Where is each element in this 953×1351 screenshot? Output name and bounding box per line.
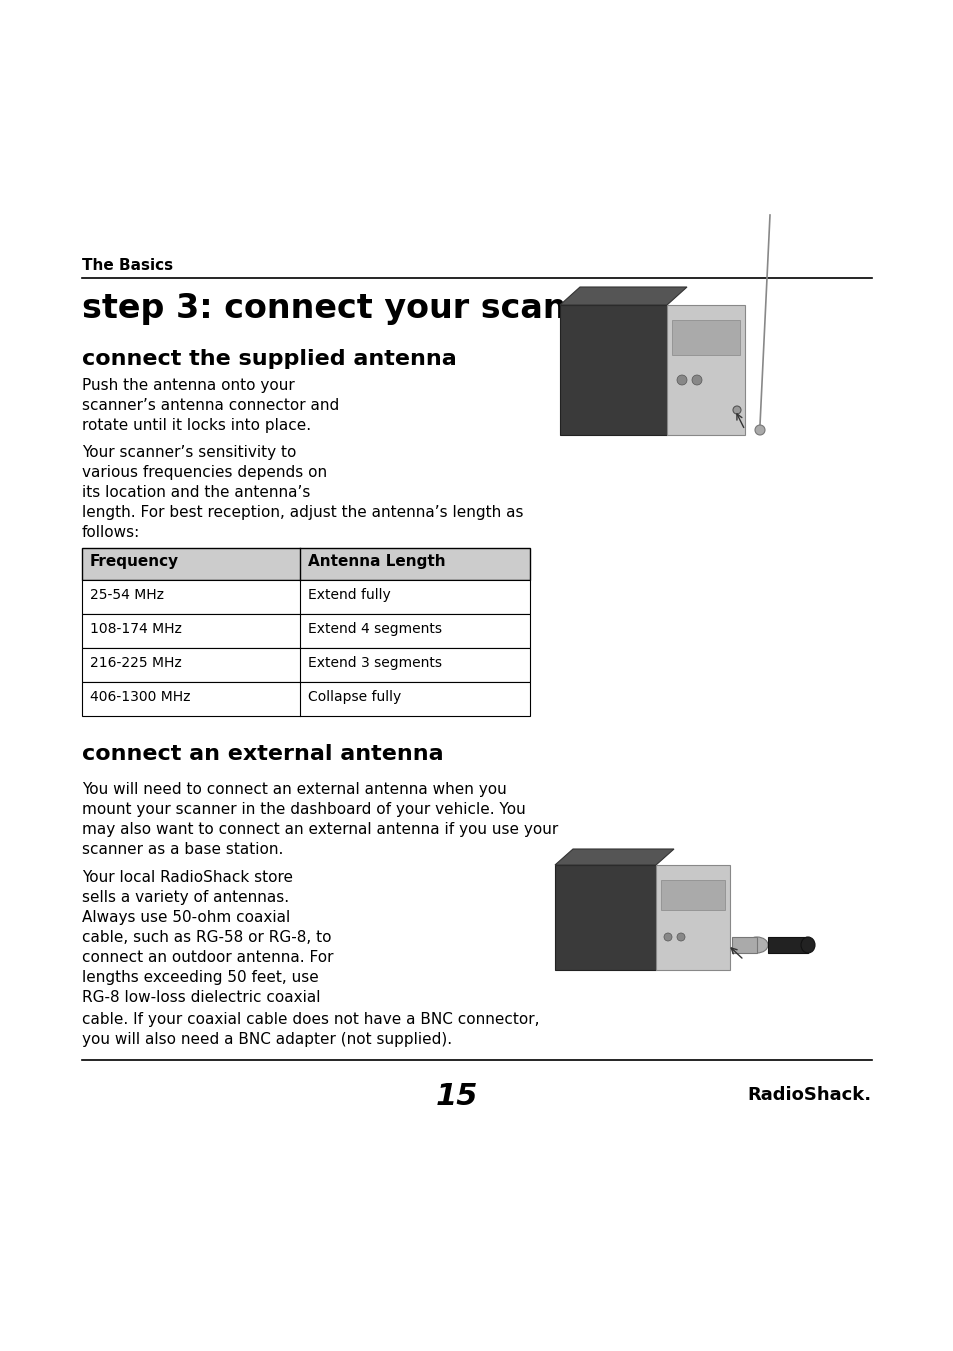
Bar <box>660 880 724 911</box>
Text: scanner as a base station.: scanner as a base station. <box>82 842 283 857</box>
Polygon shape <box>559 286 686 305</box>
Text: sells a variety of antennas.: sells a variety of antennas. <box>82 890 289 905</box>
Bar <box>656 865 729 970</box>
Bar <box>666 305 744 435</box>
Text: Collapse fully: Collapse fully <box>308 690 401 704</box>
Bar <box>82 682 530 716</box>
Text: connect an external antenna: connect an external antenna <box>82 744 443 765</box>
Text: Antenna Length: Antenna Length <box>308 554 445 569</box>
Text: RG-8 low-loss dielectric coaxial: RG-8 low-loss dielectric coaxial <box>82 990 320 1005</box>
Bar <box>671 320 740 355</box>
Circle shape <box>732 407 740 413</box>
Text: Extend 3 segments: Extend 3 segments <box>308 657 441 670</box>
Text: follows:: follows: <box>82 526 140 540</box>
Bar <box>731 938 757 952</box>
Text: The Basics: The Basics <box>82 258 172 273</box>
Text: Push the antenna onto your: Push the antenna onto your <box>82 378 294 393</box>
Text: You will need to connect an external antenna when you: You will need to connect an external ant… <box>82 782 506 797</box>
Text: step 3: connect your scanner: step 3: connect your scanner <box>82 292 629 326</box>
Text: Frequency: Frequency <box>90 554 179 569</box>
Text: mount your scanner in the dashboard of your vehicle. You: mount your scanner in the dashboard of y… <box>82 802 525 817</box>
Bar <box>559 305 666 435</box>
Text: rotate until it locks into place.: rotate until it locks into place. <box>82 417 311 434</box>
Text: its location and the antenna’s: its location and the antenna’s <box>82 485 310 500</box>
Polygon shape <box>555 848 673 865</box>
Circle shape <box>691 376 701 385</box>
Bar <box>82 580 530 613</box>
Text: 15: 15 <box>436 1082 477 1111</box>
Circle shape <box>663 934 671 942</box>
Text: length. For best reception, adjust the antenna’s length as: length. For best reception, adjust the a… <box>82 505 523 520</box>
Text: 216-225 MHz: 216-225 MHz <box>90 657 182 670</box>
Text: scanner’s antenna connector and: scanner’s antenna connector and <box>82 399 339 413</box>
Text: RadioShack.: RadioShack. <box>747 1086 871 1104</box>
Text: cable. If your coaxial cable does not have a BNC connector,: cable. If your coaxial cable does not ha… <box>82 1012 539 1027</box>
Text: various frequencies depends on: various frequencies depends on <box>82 465 327 480</box>
Bar <box>767 938 807 952</box>
Text: Extend 4 segments: Extend 4 segments <box>308 621 441 636</box>
Text: 108-174 MHz: 108-174 MHz <box>90 621 182 636</box>
Text: you will also need a BNC adapter (not supplied).: you will also need a BNC adapter (not su… <box>82 1032 452 1047</box>
Text: 406-1300 MHz: 406-1300 MHz <box>90 690 191 704</box>
Ellipse shape <box>801 938 814 952</box>
Text: lengths exceeding 50 feet, use: lengths exceeding 50 feet, use <box>82 970 318 985</box>
Circle shape <box>677 376 686 385</box>
Ellipse shape <box>745 938 767 952</box>
Circle shape <box>754 426 764 435</box>
Text: connect an outdoor antenna. For: connect an outdoor antenna. For <box>82 950 334 965</box>
Bar <box>555 865 656 970</box>
Bar <box>82 549 530 580</box>
Text: cable, such as RG-58 or RG-8, to: cable, such as RG-58 or RG-8, to <box>82 929 331 944</box>
Text: may also want to connect an external antenna if you use your: may also want to connect an external ant… <box>82 821 558 838</box>
Text: Your scanner’s sensitivity to: Your scanner’s sensitivity to <box>82 444 296 459</box>
Text: Your local RadioShack store: Your local RadioShack store <box>82 870 293 885</box>
Bar <box>82 613 530 648</box>
Bar <box>82 648 530 682</box>
Text: Always use 50-ohm coaxial: Always use 50-ohm coaxial <box>82 911 290 925</box>
Text: connect the supplied antenna: connect the supplied antenna <box>82 349 456 369</box>
Text: 25-54 MHz: 25-54 MHz <box>90 588 164 603</box>
Text: Extend fully: Extend fully <box>308 588 391 603</box>
Circle shape <box>677 934 684 942</box>
